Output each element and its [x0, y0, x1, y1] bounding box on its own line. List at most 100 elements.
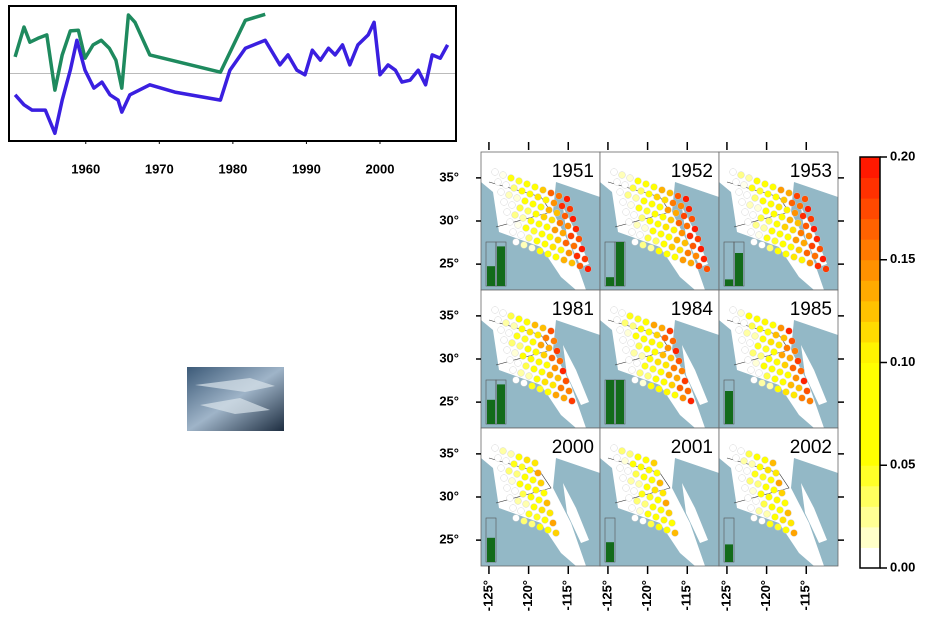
sample-dot: [692, 252, 700, 260]
sample-dot: [635, 480, 643, 488]
sample-dot: [646, 493, 654, 501]
sample-dot: [764, 466, 772, 474]
sample-dot: [610, 306, 618, 314]
sample-dot: [566, 205, 574, 213]
sample-dot: [672, 209, 680, 217]
sample-dot: [621, 319, 629, 327]
sample-dot: [626, 450, 634, 458]
sample-dot: [756, 463, 764, 471]
sample-dot: [505, 467, 513, 475]
sample-dot: [558, 202, 566, 210]
sample-dot: [506, 356, 514, 364]
land: [719, 320, 838, 428]
inset-bar: [616, 242, 624, 286]
sample-dot: [666, 189, 674, 197]
sample-dot: [784, 509, 792, 517]
sample-dot: [491, 168, 499, 176]
sample-dot: [668, 381, 676, 389]
sample-dot: [512, 238, 520, 246]
sample-dot: [512, 514, 520, 522]
sample-dot: [520, 379, 528, 387]
sample-dot: [509, 366, 517, 374]
sample-dot: [746, 201, 754, 209]
sample-dot: [669, 199, 677, 207]
sample-dot: [525, 510, 533, 518]
sample-dot: [551, 364, 559, 372]
sample-dot: [811, 252, 819, 260]
sample-dot: [494, 454, 502, 462]
sample-dot: [513, 332, 521, 340]
sample-dot: [743, 191, 751, 199]
sample-dot: [664, 206, 672, 214]
panel-year: 2001: [671, 437, 713, 458]
sample-dot: [619, 474, 627, 482]
sample-dot: [780, 334, 788, 342]
sample-dot: [529, 200, 537, 208]
sample-dot: [663, 388, 671, 396]
sample-dot: [740, 181, 748, 189]
sample-dot: [781, 223, 789, 231]
sample-dot: [767, 200, 775, 208]
sample-dot: [497, 464, 505, 472]
sample-dot: [763, 234, 771, 242]
sample-dot: [741, 484, 749, 492]
sample-dot: [749, 211, 757, 219]
x-tick-label: 1970: [145, 161, 174, 176]
sample-dot: [510, 322, 518, 330]
sample-dot: [642, 456, 650, 464]
sample-dot: [735, 188, 743, 196]
sample-dot: [795, 384, 803, 392]
sample-dot: [770, 348, 778, 356]
sample-dot: [518, 325, 526, 333]
sample-dot: [524, 207, 532, 215]
sample-dot: [569, 215, 577, 223]
sample-dot: [535, 220, 543, 228]
sample-dot: [786, 354, 794, 362]
sample-dot: [655, 523, 663, 531]
sample-dot: [785, 327, 793, 335]
sample-dot: [791, 347, 799, 355]
sample-dot: [653, 193, 661, 201]
sample-dot: [508, 339, 516, 347]
sample-dot: [546, 371, 554, 379]
sample-dot: [737, 171, 745, 179]
sample-dot: [631, 514, 639, 522]
sample-dot: [688, 215, 696, 223]
colorbar-label: 0.00: [890, 559, 915, 574]
sample-dot: [562, 377, 570, 385]
sample-dot: [758, 379, 766, 387]
sample-dot: [565, 387, 573, 395]
sample-dot: [540, 489, 548, 497]
sample-dot: [745, 312, 753, 320]
sample-dot: [645, 466, 653, 474]
sample-dot: [550, 199, 558, 207]
sample-dot: [656, 341, 664, 349]
sample-dot: [760, 362, 768, 370]
sample-dot: [502, 181, 510, 189]
sample-dot: [514, 359, 522, 367]
sample-dot: [769, 183, 777, 191]
sample-dot: [631, 376, 639, 384]
sample-dot: [775, 341, 783, 349]
sample-dot: [687, 397, 695, 405]
sample-dot: [752, 497, 760, 505]
sample-dot: [625, 494, 633, 502]
sample-dot: [537, 203, 545, 211]
colorbar-step: [860, 341, 880, 363]
sample-dot: [644, 372, 652, 380]
sample-dot: [750, 238, 758, 246]
sample-dot: [768, 503, 776, 511]
sample-dot: [654, 220, 662, 228]
colorbar-step: [860, 362, 880, 384]
sample-dot: [700, 255, 708, 263]
land: [600, 458, 719, 566]
sample-dot: [777, 186, 785, 194]
colorbar-label: 0.10: [890, 354, 915, 369]
sample-dot: [808, 242, 816, 250]
sample-dot: [613, 316, 621, 324]
sample-dot: [639, 241, 647, 249]
colorbar-step: [860, 547, 880, 569]
colorbar-step: [860, 177, 880, 199]
sample-dot: [511, 349, 519, 357]
